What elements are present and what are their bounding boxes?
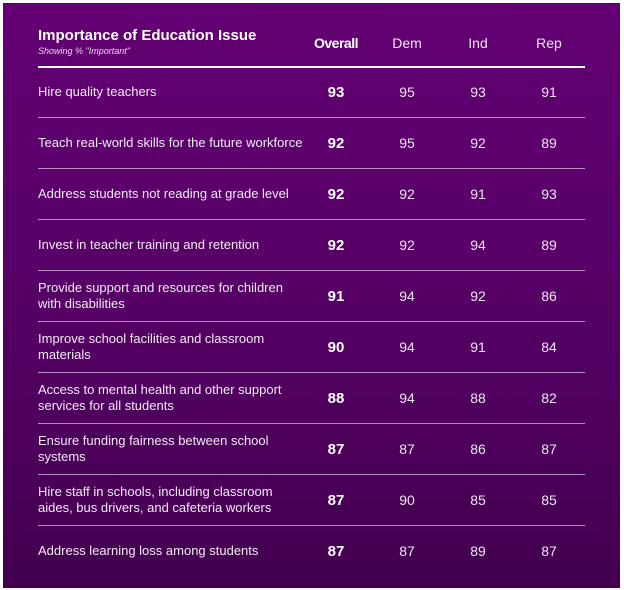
table-subtitle: Showing % "Important": [38, 46, 130, 56]
row-divider: [38, 372, 585, 373]
cell-dem: 94: [399, 288, 415, 304]
cell-rep: 84: [541, 339, 557, 355]
row-label: Improve school facilities and classroom …: [38, 331, 265, 362]
table-row: Address learning loss among students 87 87…: [38, 526, 585, 577]
cell-dem: 90: [399, 492, 415, 508]
column-header-overall: Overall: [314, 35, 358, 51]
cell-ind: 92: [470, 288, 486, 304]
table-row: Hire quality teachers 93 95 93 91: [38, 67, 585, 118]
cell-rep: 93: [541, 186, 557, 202]
cell-ind: 94: [470, 237, 486, 253]
row-label: Address learning loss among students: [38, 543, 259, 558]
cell-overall: 93: [327, 83, 345, 101]
table-panel: Importance of Education Issue Showing % …: [3, 3, 620, 588]
cell-overall: 90: [327, 338, 345, 356]
row-divider: [38, 168, 585, 169]
column-header-dem: Dem: [392, 35, 422, 51]
cell-overall: 92: [327, 134, 345, 152]
cell-ind: 92: [470, 135, 486, 151]
row-label: Teach real-world skills for the future w…: [38, 135, 303, 150]
header-divider: [38, 66, 585, 68]
cell-overall: 87: [327, 491, 345, 509]
row-label: Access to mental health and other suppor…: [38, 382, 282, 413]
row-label: Ensure funding fairness between school s…: [38, 433, 269, 464]
cell-overall: 92: [327, 236, 345, 254]
row-label: Invest in teacher training and retention: [38, 237, 260, 252]
cell-overall: 91: [327, 287, 345, 305]
row-divider: [38, 474, 585, 475]
table-row: Access to mental health and other suppor…: [38, 373, 585, 424]
table-row: Provide support and resources for childr…: [38, 271, 585, 322]
row-label: Hire quality teachers: [38, 84, 157, 99]
cell-rep: 86: [541, 288, 557, 304]
cell-dem: 87: [399, 441, 415, 457]
cell-dem: 94: [399, 339, 415, 355]
row-divider: [38, 423, 585, 424]
cell-dem: 95: [399, 135, 415, 151]
cell-ind: 93: [470, 84, 486, 100]
cell-dem: 95: [399, 84, 415, 100]
column-header-rep: Rep: [536, 35, 562, 51]
cell-overall: 88: [327, 389, 345, 407]
table-title: Importance of Education Issue: [38, 27, 257, 44]
cell-rep: 87: [541, 543, 557, 559]
table-row: Address students not reading at grade le…: [38, 169, 585, 220]
table-row: Teach real-world skills for the future w…: [38, 118, 585, 169]
row-divider: [38, 270, 585, 271]
cell-dem: 87: [399, 543, 415, 559]
row-divider: [38, 117, 585, 118]
cell-ind: 89: [470, 543, 486, 559]
cell-ind: 91: [470, 339, 486, 355]
cell-ind: 85: [470, 492, 486, 508]
row-divider: [38, 525, 585, 526]
table-row: Improve school facilities and classroom …: [38, 322, 585, 373]
row-divider: [38, 321, 585, 322]
cell-rep: 89: [541, 135, 557, 151]
cell-rep: 82: [541, 390, 557, 406]
cell-dem: 94: [399, 390, 415, 406]
cell-rep: 87: [541, 441, 557, 457]
row-divider: [38, 219, 585, 220]
cell-dem: 92: [399, 186, 415, 202]
cell-rep: 89: [541, 237, 557, 253]
row-label: Address students not reading at grade le…: [38, 186, 289, 201]
cell-overall: 92: [327, 185, 345, 203]
row-label: Provide support and resources for childr…: [38, 280, 283, 311]
cell-rep: 91: [541, 84, 557, 100]
table-row: Invest in teacher training and retention…: [38, 220, 585, 271]
column-header-ind: Ind: [468, 35, 488, 51]
cell-ind: 86: [470, 441, 486, 457]
table-row: Hire staff in schools, including classro…: [38, 475, 585, 526]
row-label: Hire staff in schools, including classro…: [38, 484, 273, 515]
cell-dem: 92: [399, 237, 415, 253]
cell-overall: 87: [327, 440, 345, 458]
cell-overall: 87: [327, 542, 345, 560]
cell-ind: 88: [470, 390, 486, 406]
cell-rep: 85: [541, 492, 557, 508]
table-row: Ensure funding fairness between school s…: [38, 424, 585, 475]
cell-ind: 91: [470, 186, 486, 202]
